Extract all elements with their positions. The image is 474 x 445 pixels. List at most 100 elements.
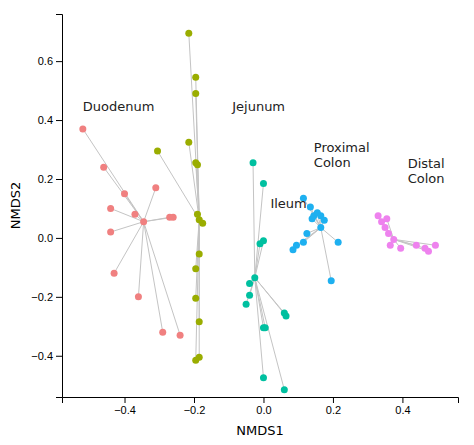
x-axis-tick-mark [333,397,334,403]
x-axis-tick: 0.4 [395,397,410,416]
spoke [144,188,156,222]
spoke [138,222,143,297]
spoke [255,183,264,277]
point [300,239,307,246]
x-axis-tick-mark [194,397,195,403]
group [79,125,183,338]
group-label: Ileum [270,196,306,211]
x-axis-tick-label: 0.4 [395,404,410,416]
point [382,224,389,231]
point [107,205,114,212]
point [196,318,203,325]
centroid [196,216,203,223]
centroid [251,274,258,281]
centroid [390,236,397,243]
point [262,324,269,331]
point [290,246,297,253]
spoke [114,222,144,274]
y-axis: −0.4−0.20.00.20.40.6 [31,15,62,398]
spoke [144,222,163,332]
y-axis-tick-label: 0.2 [38,173,53,185]
point [192,357,199,364]
y-axis-tick-mark [56,179,62,180]
point [335,239,342,246]
x-axis-tick: −0.4 [114,397,136,416]
point [192,265,199,272]
point [425,248,432,255]
y-axis-tick-label: −0.2 [31,291,53,303]
x-axis-tick-mark [263,397,264,403]
x-axis-tick-label: 0.0 [256,404,271,416]
point [246,292,253,299]
group-label: Jejunum [231,99,285,114]
spoke [293,228,321,250]
point [107,229,114,236]
point [111,270,118,277]
group [243,159,290,393]
point [432,242,439,249]
point [328,277,335,284]
point [321,217,328,224]
spoke [189,142,199,219]
spoke [83,129,144,222]
point [250,159,257,166]
point [192,295,199,302]
group-label: ProximalColon [314,140,370,170]
y-axis-tick-mark [56,120,62,121]
point [385,230,392,237]
point [177,332,184,339]
y-axis-tick-mark [56,297,62,298]
spoke [189,33,199,219]
spoke [253,163,255,278]
x-axis-title: NMDS1 [236,423,283,438]
point [154,147,161,154]
y-axis-tick: −0.4 [31,350,62,362]
point [246,280,253,287]
spoke [394,239,429,251]
y-axis-title: NMDS2 [8,182,23,229]
point [375,212,382,219]
x-axis-line [63,398,459,404]
point [196,251,203,258]
y-axis-tick-label: 0.4 [38,114,53,126]
point [135,293,142,300]
point [397,245,404,252]
group [154,30,206,364]
spoke [255,244,260,278]
spoke [104,167,144,222]
spoke [255,278,285,390]
spoke [196,220,199,361]
x-axis-tick-label: −0.4 [114,404,136,416]
point [307,203,314,210]
y-axis-tick: 0.2 [38,173,62,185]
point [185,30,192,37]
y-axis-tick-label: 0.6 [38,55,53,67]
point [192,90,199,97]
point [383,215,390,222]
y-axis-tick: −0.2 [31,291,62,303]
x-axis-tick: 0.0 [256,397,271,416]
x-axis-tick: −0.2 [184,397,206,416]
point [121,190,128,197]
x-axis-tick-mark [125,397,126,403]
y-axis-tick: 0.6 [38,55,62,67]
point [152,184,159,191]
point [194,161,201,168]
x-axis-tick-mark [402,397,403,403]
centroid [317,224,324,231]
point [131,211,138,218]
chart: −0.4−0.20.00.20.4−0.4−0.20.00.20.40.6Duo… [0,0,474,445]
y-axis-tick-mark [56,61,62,62]
point [257,240,264,247]
point [413,242,420,249]
x-axis-tick-label: 0.2 [326,404,341,416]
point [100,164,107,171]
y-axis-tick: 0.4 [38,114,62,126]
spoke [125,194,144,222]
x-axis: −0.4 −0.2 0.0 0.2 0.4 [63,397,459,416]
group-label: DistalColon [408,156,445,186]
x-axis-tick-label: −0.2 [184,404,206,416]
point [79,125,86,132]
group-label: Duodenum [83,99,155,114]
plot-area: −0.4−0.20.00.20.4−0.4−0.20.00.20.40.6Duo… [31,15,458,416]
